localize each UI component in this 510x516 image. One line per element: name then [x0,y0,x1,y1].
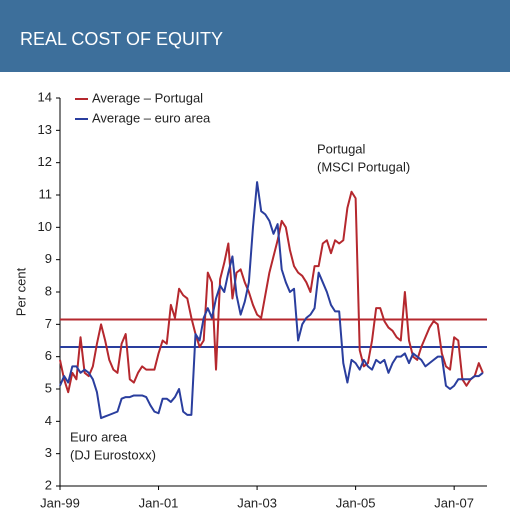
legend-label: Average – euro area [92,110,211,125]
x-tick-label: Jan-03 [237,495,277,510]
y-tick-label: 7 [45,316,52,331]
annotation: (DJ Eurostoxx) [70,447,156,462]
y-tick-label: 13 [38,122,52,137]
annotation: Portugal [317,141,366,156]
header [0,0,510,72]
y-tick-label: 10 [38,219,52,234]
x-tick-label: Jan-99 [40,495,80,510]
y-tick-label: 5 [45,380,52,395]
x-tick-label: Jan-07 [434,495,474,510]
series-line [59,181,484,420]
x-tick-label: Jan-01 [139,495,179,510]
y-tick-label: 11 [39,186,53,201]
y-tick-label: 6 [45,348,52,363]
x-tick-label: Jan-05 [336,495,376,510]
y-tick-label: 9 [45,251,52,266]
y-tick-label: 3 [45,445,52,460]
y-tick-label: 4 [45,413,52,428]
y-tick-label: 14 [38,89,52,104]
series-line [59,190,484,394]
y-tick-label: 2 [45,477,52,492]
legend-label: Average – Portugal [92,90,203,105]
y-tick-label: 12 [38,154,52,169]
chart-title: REAL COST OF EQUITY [20,29,223,49]
annotation: Euro area [70,429,128,444]
y-tick-label: 8 [45,283,52,298]
y-axis-label: Per cent [13,267,28,316]
annotation: (MSCI Portugal) [317,159,410,174]
